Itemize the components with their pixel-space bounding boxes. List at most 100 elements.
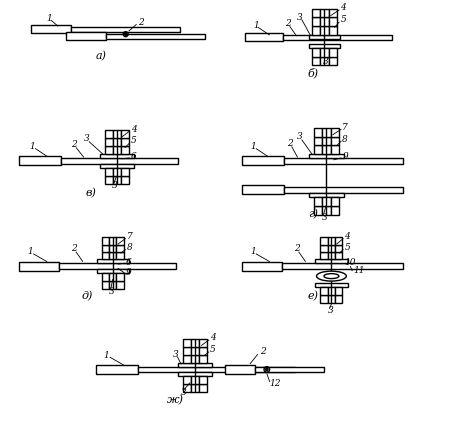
Text: 5: 5 [340,15,346,24]
Bar [113,146,121,154]
Bar [322,137,331,145]
Bar [321,252,328,259]
Bar [321,295,328,303]
Bar [121,138,129,146]
Bar [121,146,129,154]
Text: ж): ж) [167,394,184,405]
Text: 1: 1 [29,142,35,151]
Text: 3: 3 [322,57,328,66]
Text: 2: 2 [71,244,77,253]
Bar [96,365,138,374]
Ellipse shape [324,274,339,278]
Bar [283,35,392,40]
Text: б): б) [307,68,318,78]
Bar [59,263,176,269]
Ellipse shape [316,271,346,281]
Bar [121,130,129,138]
Bar [242,262,282,271]
Bar [117,237,124,245]
Bar [328,295,335,303]
Bar [320,48,329,57]
Bar [284,187,403,193]
Bar [245,33,283,41]
Bar [320,26,329,35]
Bar [61,158,178,164]
Text: 9: 9 [343,152,348,162]
Bar [308,35,340,39]
Bar [183,376,191,385]
Text: 11: 11 [353,266,365,275]
Bar [329,26,337,35]
Bar [117,245,124,252]
Text: в): в) [86,188,96,198]
Bar [113,130,121,138]
Text: 2: 2 [293,244,300,253]
Text: 5: 5 [131,136,136,145]
Bar [314,259,348,263]
Bar [308,154,344,158]
Bar [199,339,207,347]
Bar [31,25,71,33]
Bar [331,145,339,154]
Text: 12: 12 [270,379,281,388]
Bar [329,17,337,26]
Bar [322,206,331,214]
Bar [335,295,343,303]
Bar [71,27,180,32]
Bar [109,252,117,259]
Bar [320,17,329,26]
Bar [331,206,339,214]
Bar [183,339,191,347]
Bar [312,57,320,65]
Bar [102,252,109,259]
Bar [191,347,199,355]
Bar [199,355,207,362]
Bar [312,9,320,17]
Bar [109,273,117,281]
Bar [308,193,344,197]
Text: 2: 2 [287,139,292,148]
Bar [109,281,117,289]
Text: 1: 1 [104,351,110,359]
Bar [312,17,320,26]
Bar [320,57,329,65]
Text: 4: 4 [210,333,216,342]
Text: 6: 6 [125,258,132,267]
Bar [225,365,255,374]
Bar [178,362,212,366]
Bar [191,385,199,392]
Bar [199,376,207,385]
Text: 3: 3 [181,388,187,397]
Bar [314,283,348,287]
Bar [113,176,121,184]
Bar [19,262,59,271]
Text: а): а) [95,51,106,61]
Text: 3: 3 [112,181,117,190]
Text: 2: 2 [285,19,291,28]
Text: г): г) [308,209,319,219]
Text: 1: 1 [250,142,256,151]
Text: 5: 5 [344,243,350,252]
Bar [191,376,199,385]
Text: 4: 4 [131,125,136,133]
Text: 1: 1 [46,14,52,23]
Text: 7: 7 [127,232,132,241]
Bar [121,168,129,176]
Bar [97,269,129,273]
Bar [105,176,113,184]
Bar [335,237,343,245]
Bar [191,355,199,362]
Text: 4: 4 [344,232,350,241]
Text: 3: 3 [297,13,302,22]
Bar [329,48,337,57]
Bar [178,372,212,376]
Bar [113,138,121,146]
Bar [328,237,335,245]
Bar [329,9,337,17]
Text: 6: 6 [131,152,136,162]
Bar [314,206,322,214]
Text: 8: 8 [343,135,348,143]
Bar [199,347,207,355]
Bar [113,168,121,176]
Text: 8: 8 [127,243,132,252]
